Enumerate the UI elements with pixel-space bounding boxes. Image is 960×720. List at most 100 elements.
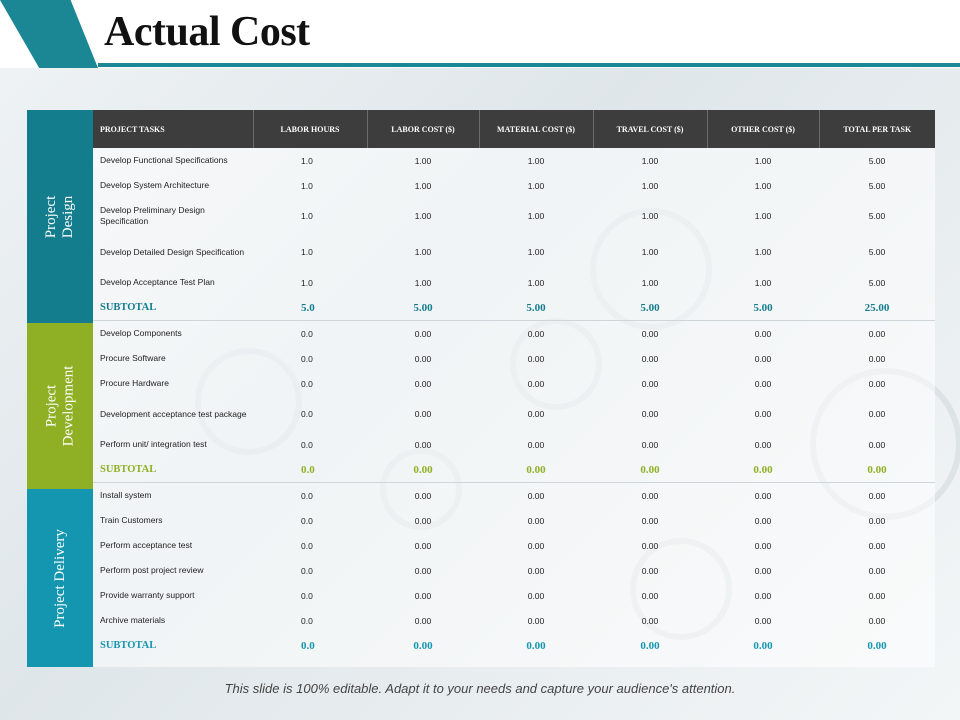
material-cost-cell: 1.00 — [527, 247, 545, 257]
labor-cost-cell: 0.00 — [414, 409, 432, 419]
travel-cost-cell: 1.00 — [641, 247, 659, 257]
labor-cost-cell: 1.00 — [414, 211, 432, 221]
task-name: Archive materials — [100, 615, 166, 625]
header-travel-cost: TRAVEL COST ($) — [593, 110, 708, 148]
labor-cost-cell: 0.00 — [414, 439, 432, 450]
material-cost-cell: 1.00 — [527, 211, 545, 221]
table-row: Develop Detailed Design Specification 1.0… — [93, 234, 935, 270]
labor-cost-cell: 0.00 — [414, 540, 432, 551]
travel-cost-cell: 0.00 — [641, 615, 659, 626]
table-row: Develop Acceptance Test Plan 1.0 1.00 1.00 1… — [93, 270, 935, 295]
subtotal-labor-cost: 0.00 — [367, 457, 479, 483]
material-cost-cell: 0.00 — [527, 540, 545, 551]
labor-hours-cell: 0.0 — [301, 353, 313, 364]
labor-cost-cell: 0.00 — [414, 565, 432, 576]
labor-hours-cell: 0.0 — [301, 515, 313, 526]
table-row: Development acceptance test package 0.0 0.… — [93, 396, 935, 432]
labor-cost-cell: 1.00 — [414, 155, 432, 166]
labor-cost-cell: 1.00 — [414, 247, 432, 257]
subtotal-label: SUBTOTAL — [93, 295, 253, 321]
labor-cost-cell: 0.00 — [414, 490, 432, 501]
task-name: Develop Components — [100, 328, 182, 338]
subtotal-travel-cost: 5.00 — [593, 295, 707, 321]
subtotal-labor-cost: 0.00 — [413, 639, 433, 652]
labor-hours-cell: 0.0 — [301, 565, 313, 576]
table-row: Procure Hardware 0.0 0.00 0.00 0.00 0.00 0.00 — [93, 371, 935, 396]
travel-cost-cell: 0.00 — [641, 565, 659, 576]
labor-hours-cell: 0.0 — [301, 540, 313, 551]
table-row: Develop Components 0.0 0.00 0.00 0.00 0.00 0.0… — [93, 321, 935, 347]
table-row: Install system 0.0 0.00 0.00 0.00 0.00 0.00 — [93, 483, 935, 509]
group-label-project-design: Project Design — [27, 110, 93, 323]
task-name: Procure Hardware — [100, 378, 169, 388]
travel-cost-cell: 1.00 — [641, 155, 659, 166]
header-other-cost: OTHER COST ($) — [707, 110, 820, 148]
subtotal-other-cost: 0.00 — [707, 457, 819, 483]
material-cost-cell: 0.00 — [527, 590, 545, 601]
subtotal-row: SUBTOTAL 0.0 0.00 0.00 0.00 0.00 0.00 — [93, 633, 935, 658]
material-cost-cell: 1.00 — [527, 277, 545, 288]
total-cell: 0.00 — [868, 615, 886, 626]
labor-hours-cell: 1.0 — [301, 180, 313, 191]
footer-note: This slide is 100% editable. Adapt it to… — [224, 681, 736, 696]
subtotal-total: 25.00 — [819, 295, 935, 321]
table-row: Perform unit/ integration test 0.0 0.00 0.0… — [93, 432, 935, 457]
other-cost-cell: 0.00 — [754, 353, 772, 364]
total-cell: 5.00 — [868, 211, 886, 221]
labor-hours-cell: 1.0 — [301, 155, 313, 166]
actual-cost-table: PROJECT TASKS LABOR HOURS LABOR COST ($)… — [93, 110, 935, 658]
other-cost-cell: 0.00 — [754, 409, 772, 419]
travel-cost-cell: 0.00 — [641, 328, 659, 339]
labor-cost-cell: 1.00 — [414, 180, 432, 191]
material-cost-cell: 1.00 — [527, 180, 545, 191]
other-cost-cell: 1.00 — [754, 180, 772, 191]
total-cell: 5.00 — [868, 277, 886, 288]
labor-hours-cell: 1.0 — [301, 247, 313, 257]
material-cost-cell: 0.00 — [527, 565, 545, 576]
travel-cost-cell: 0.00 — [641, 515, 659, 526]
travel-cost-cell: 0.00 — [641, 490, 659, 501]
task-name: Perform unit/ integration test — [100, 439, 207, 449]
table-row: Train Customers 0.0 0.00 0.00 0.00 0.00 0.00 — [93, 508, 935, 533]
table-header-row: PROJECT TASKS LABOR HOURS LABOR COST ($)… — [93, 110, 935, 148]
travel-cost-cell: 0.00 — [641, 540, 659, 551]
labor-cost-cell: 1.00 — [414, 277, 432, 288]
subtotal-row: SUBTOTAL 0.0 0.00 0.00 0.00 0.00 0.00 — [93, 457, 935, 483]
labor-hours-cell: 0.0 — [301, 378, 313, 389]
other-cost-cell: 0.00 — [754, 590, 772, 601]
material-cost-cell: 0.00 — [527, 439, 545, 450]
group-label-text: Project Delivery — [51, 528, 68, 628]
task-name: Procure Software — [100, 353, 166, 363]
table-panel — [27, 110, 935, 667]
subtotal-total: 0.00 — [819, 457, 935, 483]
subtotal-labor-cost: 5.00 — [367, 295, 479, 321]
labor-cost-cell: 0.00 — [414, 378, 432, 389]
table-row: Develop System Architecture 1.0 1.00 1.00 1.… — [93, 173, 935, 198]
task-name: Develop System Architecture — [100, 180, 210, 190]
header-material-cost: MATERIAL COST ($) — [479, 110, 594, 148]
material-cost-cell: 0.00 — [527, 328, 545, 339]
subtotal-other-cost: 5.00 — [707, 295, 819, 321]
total-cell: 0.00 — [868, 378, 886, 389]
task-name: Provide warranty support — [100, 590, 195, 600]
total-cell: 5.00 — [868, 247, 886, 257]
labor-hours-cell: 0.0 — [301, 409, 313, 419]
subtotal-label: SUBTOTAL — [93, 457, 253, 483]
task-name: Develop Acceptance Test Plan — [100, 277, 215, 287]
total-cell: 0.00 — [868, 590, 886, 601]
other-cost-cell: 0.00 — [754, 328, 772, 339]
subtotal-labor-hours: 0.0 — [253, 457, 367, 483]
subtotal-label: SUBTOTAL — [100, 640, 157, 651]
travel-cost-cell: 1.00 — [641, 211, 659, 221]
table-row: Procure Software 0.0 0.00 0.00 0.00 0.00 0.00 — [93, 346, 935, 371]
table-row: Perform acceptance test 0.0 0.00 0.00 0.00 0.… — [93, 533, 935, 558]
labor-hours-cell: 0.0 — [301, 490, 313, 501]
task-name: Develop Detailed Design Specification — [100, 246, 245, 257]
total-cell: 0.00 — [868, 439, 886, 450]
slide-title: Actual Cost — [104, 9, 310, 55]
labor-cost-cell: 0.00 — [414, 615, 432, 626]
table-row: Develop Functional Specifications 1.0 1.00… — [93, 148, 935, 173]
group-label-text: Project Development — [43, 365, 77, 447]
header-project-tasks: PROJECT TASKS — [93, 110, 254, 148]
task-name: Install system — [100, 490, 152, 500]
